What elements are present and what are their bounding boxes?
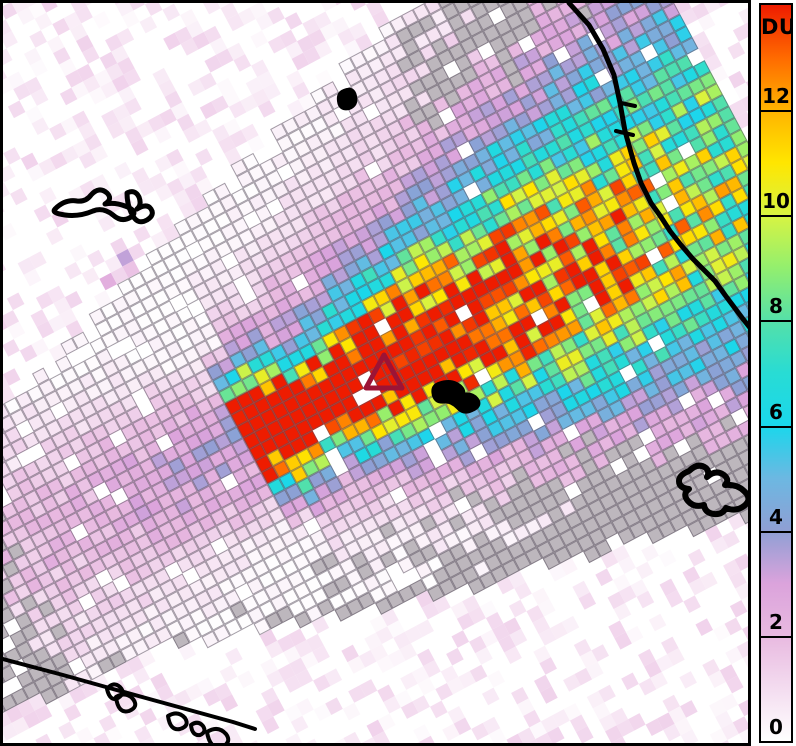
map-plot-area [3, 3, 748, 743]
grid-cell [3, 664, 16, 683]
grid-cell [3, 624, 9, 642]
retrieval-swath-layer [3, 3, 748, 743]
map-axes [0, 0, 751, 746]
